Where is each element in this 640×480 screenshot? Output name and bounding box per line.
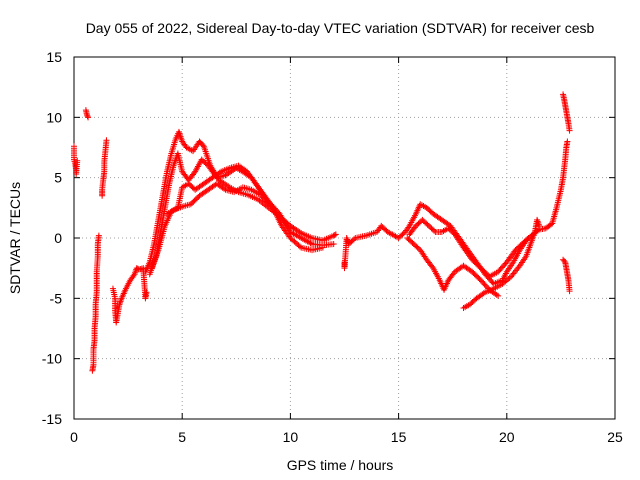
y-axis-label: SDTVAR / TECUs xyxy=(7,182,23,294)
data-points xyxy=(71,91,573,374)
x-tick-label: 5 xyxy=(178,429,186,445)
y-tick-label: 5 xyxy=(54,170,62,186)
data-point xyxy=(495,292,502,299)
data-point xyxy=(296,243,303,250)
data-point xyxy=(332,231,339,238)
series-arc-3 xyxy=(148,162,326,272)
data-point xyxy=(74,157,81,164)
data-point xyxy=(431,227,438,234)
series-arc-1 xyxy=(142,128,339,275)
data-point xyxy=(242,167,249,174)
y-tick-label: -5 xyxy=(50,290,63,306)
x-tick-label: 15 xyxy=(391,429,407,445)
data-point xyxy=(84,113,91,120)
y-tick-label: 10 xyxy=(46,109,62,125)
x-axis-label: GPS time / hours xyxy=(287,457,394,473)
series-arc-9 xyxy=(560,91,573,295)
data-point xyxy=(524,236,531,243)
data-point xyxy=(319,244,326,251)
series-arc-b xyxy=(82,107,92,121)
data-point xyxy=(191,170,198,177)
data-point xyxy=(429,263,436,270)
series-arc-5 xyxy=(341,138,571,287)
data-point xyxy=(330,241,337,248)
data-point xyxy=(143,289,150,296)
data-point xyxy=(564,138,571,145)
series-arc-8 xyxy=(460,216,543,311)
chart-title: Day 055 of 2022, Sidereal Day-to-day VTE… xyxy=(86,20,595,36)
series-arc-7 xyxy=(404,235,502,299)
data-point xyxy=(536,222,543,229)
series-arc-e xyxy=(109,265,150,326)
series-arc-c xyxy=(89,232,102,374)
data-point xyxy=(351,236,358,243)
data-point xyxy=(561,257,568,264)
x-tick-label: 10 xyxy=(283,429,299,445)
y-tick-label: 0 xyxy=(54,230,62,246)
series-arc-4 xyxy=(164,180,272,217)
data-point xyxy=(265,201,272,208)
x-tick-label: 0 xyxy=(70,429,78,445)
series-arc-6 xyxy=(406,216,532,280)
x-tick-label: 20 xyxy=(499,429,515,445)
data-point xyxy=(216,169,223,176)
data-point xyxy=(331,231,338,238)
data-point xyxy=(85,114,92,121)
x-tick-label: 25 xyxy=(607,429,623,445)
data-point xyxy=(480,290,487,297)
y-tick-label: -10 xyxy=(42,351,62,367)
data-point xyxy=(506,274,513,281)
data-point xyxy=(566,127,573,134)
data-point xyxy=(264,199,271,206)
data-point xyxy=(103,137,110,144)
series-arc-d xyxy=(99,137,110,199)
data-point xyxy=(566,288,573,295)
data-point xyxy=(95,232,102,239)
series-arc-a xyxy=(71,143,81,178)
y-tick-label: 15 xyxy=(46,49,62,65)
data-point xyxy=(221,185,228,192)
data-point xyxy=(493,291,500,298)
data-point xyxy=(525,235,532,241)
y-tick-label: -15 xyxy=(42,411,62,427)
axis-ticks: 0 5 10 15 20 25 -15 -10 -5 0 5 10 15 xyxy=(42,49,623,445)
data-point xyxy=(446,221,453,228)
